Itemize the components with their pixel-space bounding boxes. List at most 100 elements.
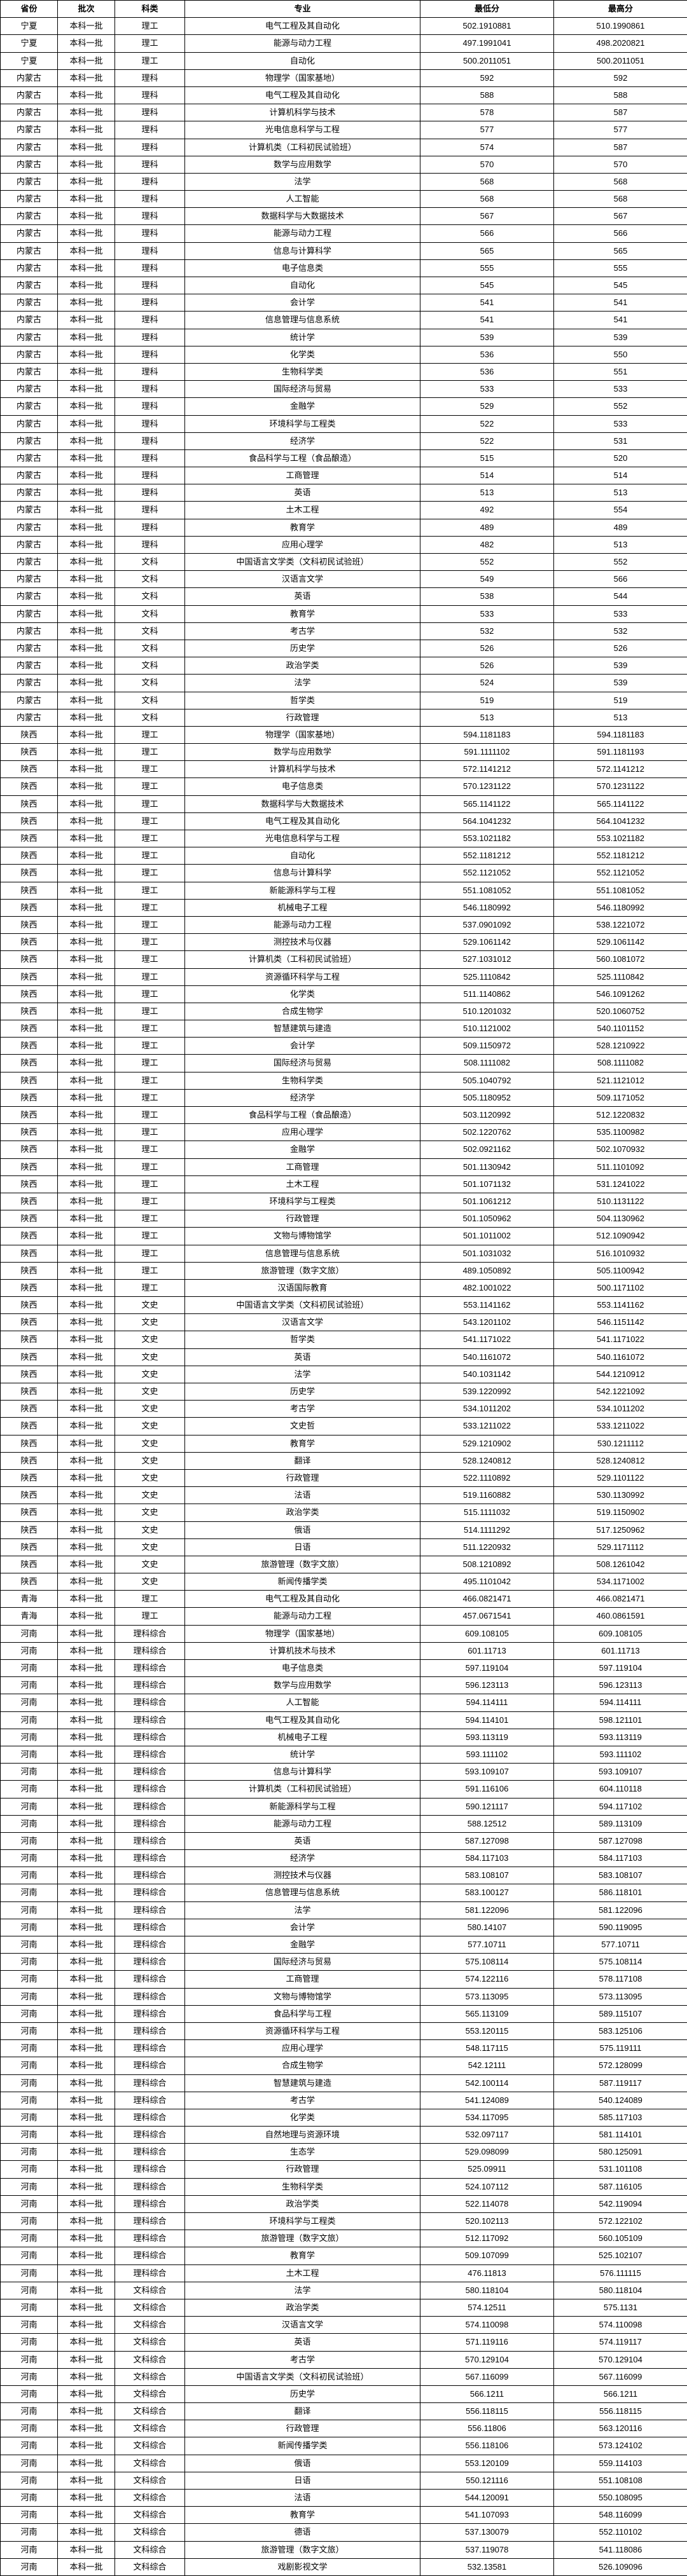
cell: 510.1121002	[420, 1020, 554, 1038]
cell: 551.1081052	[420, 882, 554, 899]
table-row: 河南本科一批理科综合应用心理学548.117115575.119111	[1, 2040, 687, 2057]
cell: 内蒙古	[1, 242, 58, 259]
table-row: 内蒙古本科一批理科电子信息类555555	[1, 259, 687, 277]
cell: 本科一批	[58, 1798, 115, 1815]
table-row: 陕西本科一批理工机械电子工程546.1180992546.1180992	[1, 899, 687, 916]
cell: 本科一批	[58, 882, 115, 899]
cell: 本科一批	[58, 1781, 115, 1798]
table-row: 陕西本科一批理工光电信息科学与工程553.1021182553.1021182	[1, 830, 687, 847]
table-row: 内蒙古本科一批理科化学类536550	[1, 346, 687, 363]
cell: 570.1231122	[554, 778, 687, 795]
cell: 529.1171112	[554, 1538, 687, 1556]
cell: 本科一批	[58, 1228, 115, 1245]
cell: 土木工程	[185, 2264, 420, 2282]
cell: 594.1181183	[554, 726, 687, 743]
cell: 本科一批	[58, 1556, 115, 1573]
table-row: 内蒙古本科一批文科英语538544	[1, 588, 687, 605]
cell: 德语	[185, 2524, 420, 2541]
cell: 理工	[115, 1279, 185, 1296]
cell: 本科一批	[58, 1193, 115, 1210]
cell: 法学	[185, 1366, 420, 1383]
cell: 河南	[1, 2247, 58, 2264]
cell: 528.1210922	[554, 1038, 687, 1055]
table-row: 陕西本科一批文史日语511.1220932529.1171112	[1, 1538, 687, 1556]
cell: 550	[554, 346, 687, 363]
cell: 本科一批	[58, 1850, 115, 1867]
table-row: 内蒙古本科一批理科食品科学与工程（食品酿造）515520	[1, 449, 687, 467]
cell: 482	[420, 536, 554, 553]
cell: 本科一批	[58, 1660, 115, 1677]
table-body: 宁夏本科一批理工电气工程及其自动化502.1910881510.1990861宁…	[1, 18, 687, 2576]
cell: 本科一批	[58, 554, 115, 571]
cell: 内蒙古	[1, 294, 58, 312]
cell: 理工	[115, 1158, 185, 1175]
table-row: 内蒙古本科一批理科国际经济与贸易533533	[1, 381, 687, 398]
cell: 538	[420, 588, 554, 605]
cell: 理科	[115, 467, 185, 484]
admissions-table: 省份批次科类专业最低分最高分 宁夏本科一批理工电气工程及其自动化502.1910…	[0, 0, 687, 2576]
cell: 陕西	[1, 847, 58, 865]
cell: 理科	[115, 346, 185, 363]
cell: 541.1171022	[420, 1331, 554, 1348]
table-row: 陕西本科一批文史历史学539.1220992542.1221092	[1, 1383, 687, 1401]
cell: 498.2020821	[554, 35, 687, 52]
cell: 587.127098	[554, 1832, 687, 1849]
cell: 理科	[115, 449, 185, 467]
table-row: 内蒙古本科一批文科中国语言文学类（文科初民试验班）552552	[1, 554, 687, 571]
table-row: 青海本科一批理工电气工程及其自动化466.0821471466.0821471	[1, 1591, 687, 1608]
cell: 内蒙古	[1, 225, 58, 242]
cell: 575.108114	[420, 1954, 554, 1971]
cell: 581.122096	[554, 1901, 687, 1919]
cell: 495.1101042	[420, 1573, 554, 1591]
cell: 526.109096	[554, 2558, 687, 2575]
cell: 533	[554, 415, 687, 432]
cell: 河南	[1, 2022, 58, 2039]
cell: 内蒙古	[1, 346, 58, 363]
cell: 能源与动力工程	[185, 225, 420, 242]
cell: 本科一批	[58, 2282, 115, 2299]
cell: 本科一批	[58, 2472, 115, 2489]
cell: 533	[420, 381, 554, 398]
cell: 566.1211	[554, 2385, 687, 2402]
cell: 552	[420, 554, 554, 571]
cell: 理工	[115, 744, 185, 761]
cell: 528.1240812	[420, 1452, 554, 1469]
cell: 577	[554, 121, 687, 139]
cell: 本科一批	[58, 35, 115, 52]
cell: 河南	[1, 2437, 58, 2455]
cell: 陕西	[1, 1107, 58, 1124]
cell: 文科综合	[115, 2299, 185, 2316]
cell: 551.108108	[554, 2472, 687, 2489]
cell: 本科一批	[58, 2264, 115, 2282]
table-row: 陕西本科一批理工信息管理与信息系统501.1031032516.1010932	[1, 1245, 687, 1262]
table-row: 内蒙古本科一批文科法学524539	[1, 675, 687, 692]
cell: 新能源科学与工程	[185, 1798, 420, 1815]
cell: 583.125106	[554, 2022, 687, 2039]
cell: 食品科学与工程（食品酿造）	[185, 449, 420, 467]
cell: 509.107099	[420, 2247, 554, 2264]
cell: 609.108105	[554, 1625, 687, 1642]
cell: 环境科学与工程类	[185, 2213, 420, 2230]
table-row: 内蒙古本科一批理科计算机科学与技术578587	[1, 104, 687, 121]
cell: 592	[420, 69, 554, 86]
cell: 本科一批	[58, 744, 115, 761]
cell: 593.113119	[554, 1729, 687, 1746]
cell: 陕西	[1, 1538, 58, 1556]
cell: 553.120115	[420, 2022, 554, 2039]
cell: 内蒙古	[1, 519, 58, 536]
cell: 陕西	[1, 1158, 58, 1175]
cell: 515.1111032	[420, 1504, 554, 1521]
cell: 548.117115	[420, 2040, 554, 2057]
table-row: 内蒙古本科一批理科工商管理514514	[1, 467, 687, 484]
table-row: 河南本科一批文科综合中国语言文学类（文科初民试验班）567.116099567.…	[1, 2368, 687, 2385]
cell: 505.1040792	[420, 1072, 554, 1089]
cell: 理科	[115, 312, 185, 329]
cell: 文科综合	[115, 2385, 185, 2402]
cell: 本科一批	[58, 1107, 115, 1124]
cell: 教育学	[185, 1435, 420, 1452]
cell: 565.1141122	[420, 795, 554, 812]
cell: 476.11813	[420, 2264, 554, 2282]
cell: 陕西	[1, 934, 58, 951]
cell: 河南	[1, 2351, 58, 2368]
cell: 489	[420, 519, 554, 536]
